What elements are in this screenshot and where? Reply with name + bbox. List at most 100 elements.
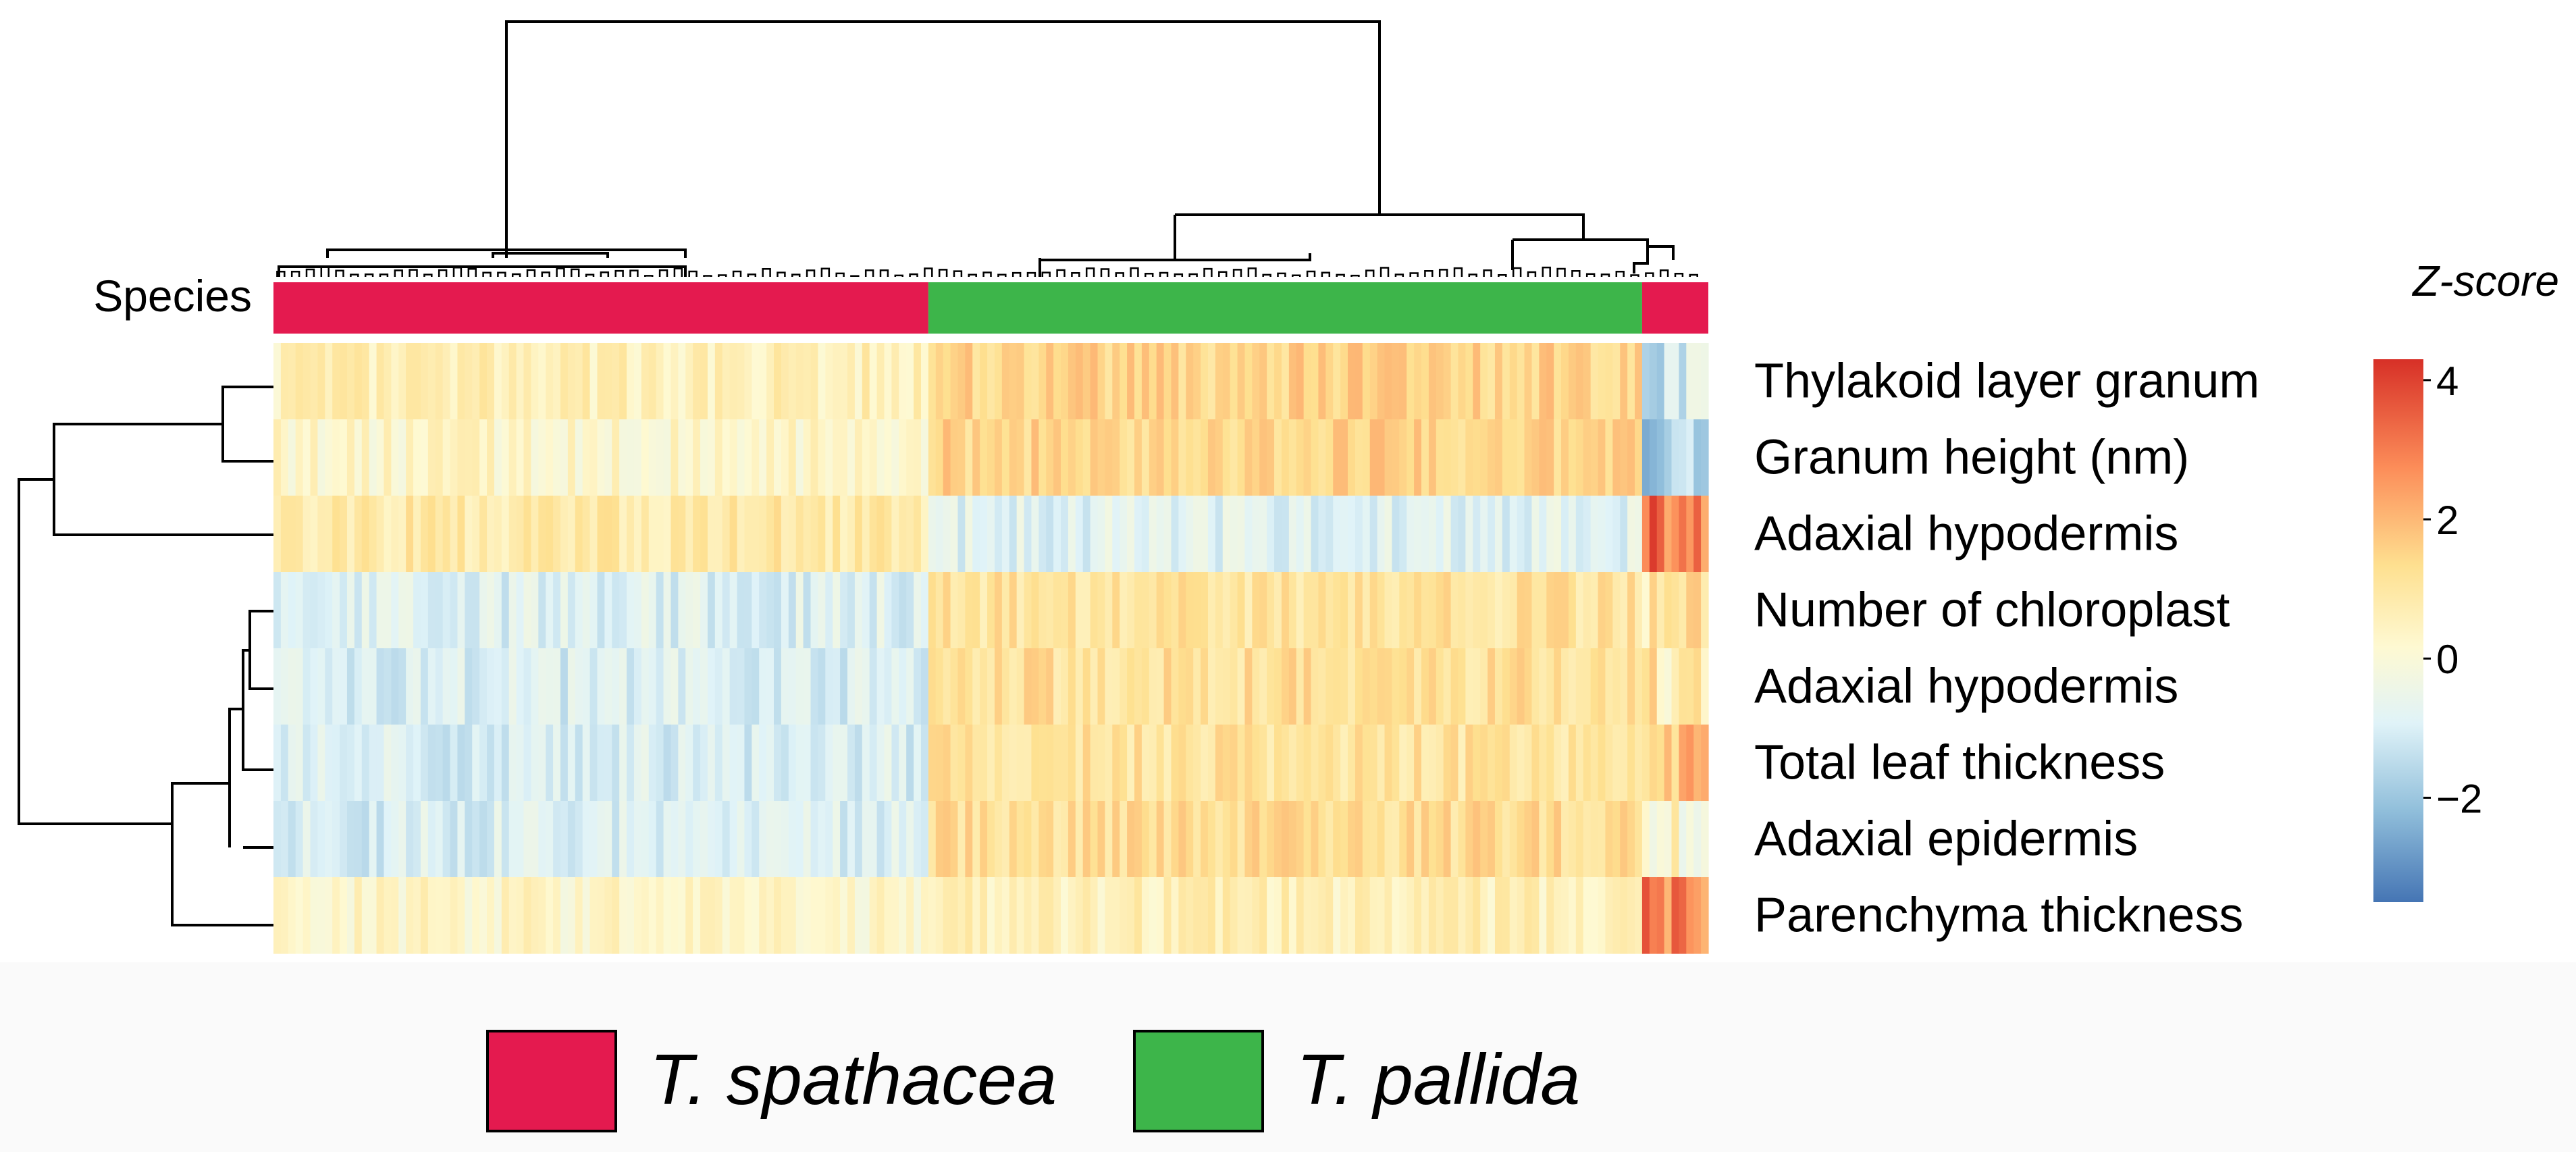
heatmap-cell [1296, 725, 1305, 802]
heatmap-cell [854, 572, 863, 649]
heatmap-cell [1568, 419, 1577, 496]
heatmap-cell [950, 877, 959, 954]
heatmap-cell [685, 801, 693, 878]
heatmap-cell [1001, 801, 1010, 878]
heatmap-cell [759, 648, 767, 725]
heatmap-cell [1384, 648, 1393, 725]
heatmap-cell [1502, 801, 1510, 878]
heatmap-cell [494, 877, 502, 954]
heatmap-cell [1333, 572, 1341, 649]
heatmap-cell [1575, 572, 1584, 649]
heatmap-cell [582, 877, 591, 954]
heatmap-cell [1215, 801, 1224, 878]
heatmap-cell [1627, 801, 1635, 878]
row-label: Parenchyma thickness [1754, 889, 2243, 943]
heatmap-cell [1693, 419, 1702, 496]
heatmap-cell [663, 877, 672, 954]
heatmap-cell [803, 725, 812, 802]
heatmap-cell [1355, 648, 1363, 725]
heatmap-cell [1488, 877, 1496, 954]
heatmap-cell [1340, 877, 1348, 954]
heatmap-cell [1207, 648, 1216, 725]
heatmap-cell [1362, 496, 1371, 573]
heatmap-cell [737, 725, 745, 802]
heatmap-cell [707, 801, 716, 878]
heatmap-cell [685, 725, 693, 802]
heatmap-cell [406, 648, 414, 725]
heatmap-cell [722, 725, 731, 802]
heatmap-cell [1524, 496, 1533, 573]
heatmap-cell [1016, 801, 1025, 878]
heatmap-cell [1288, 877, 1297, 954]
heatmap-cell [1318, 496, 1326, 573]
heatmap-cell [1024, 877, 1032, 954]
heatmap-cell [1494, 801, 1503, 878]
heatmap-cell [1201, 648, 1209, 725]
heatmap-cell [1605, 572, 1613, 649]
heatmap-cell [295, 343, 304, 420]
heatmap-cell [1701, 877, 1709, 954]
heatmap-cell [1186, 496, 1194, 573]
heatmap-cell [788, 419, 797, 496]
column-dendrogram [278, 20, 1675, 277]
heatmap-cell [332, 419, 340, 496]
heatmap-cell [538, 648, 546, 725]
heatmap-cell [899, 496, 907, 573]
heatmap-cell [472, 725, 480, 802]
heatmap-cell [516, 877, 525, 954]
heatmap-cell [1259, 496, 1267, 573]
heatmap-cell [450, 496, 458, 573]
heatmap-cell [1407, 877, 1415, 954]
heatmap-cell [744, 419, 752, 496]
heatmap-cell [619, 343, 627, 420]
heatmap-cell [987, 419, 995, 496]
heatmap-cell [567, 496, 576, 573]
heatmap-cell [1237, 877, 1246, 954]
row-label: Total leaf thickness [1754, 736, 2165, 790]
heatmap-cell [376, 648, 385, 725]
heatmap-cell [1061, 801, 1069, 878]
heatmap-cell [450, 343, 458, 420]
heatmap-cell [914, 801, 922, 878]
heatmap-cell [752, 343, 760, 420]
heatmap-cell [1377, 801, 1386, 878]
heatmap-cell [1068, 877, 1076, 954]
heatmap-cell [1436, 648, 1444, 725]
heatmap-cell [457, 801, 465, 878]
heatmap-cell [612, 801, 620, 878]
column-dendrogram-leaves [276, 266, 1698, 277]
heatmap-cell [714, 877, 723, 954]
heatmap-cell [1686, 343, 1694, 420]
heatmap-cell [1024, 801, 1032, 878]
heatmap-cell [1399, 801, 1407, 878]
heatmap-cell [398, 343, 406, 420]
heatmap-cell [648, 343, 657, 420]
heatmap-cell [346, 725, 355, 802]
heatmap-cell [546, 419, 554, 496]
heatmap-cell [1201, 419, 1209, 496]
heatmap-cell [766, 343, 774, 420]
heatmap-cell [317, 648, 325, 725]
heatmap-cell [1348, 725, 1356, 802]
heatmap-cell [737, 496, 745, 573]
heatmap-cell [325, 419, 333, 496]
heatmap-cell [795, 419, 804, 496]
heatmap-cell [1509, 648, 1518, 725]
heatmap-cell [1120, 496, 1128, 573]
heatmap-cell [1244, 496, 1253, 573]
heatmap-cell [303, 343, 311, 420]
heatmap-cell [1502, 343, 1510, 420]
heatmap-cell [759, 419, 767, 496]
heatmap-cell [1340, 419, 1348, 496]
heatmap-cell [774, 801, 782, 878]
heatmap-cell [1686, 419, 1694, 496]
heatmap-cell [1450, 801, 1459, 878]
heatmap-cell [1053, 419, 1061, 496]
heatmap-cell [413, 648, 421, 725]
heatmap-cell [1355, 725, 1363, 802]
heatmap-cell [604, 725, 612, 802]
heatmap-cell [553, 648, 561, 725]
heatmap-cell [1590, 572, 1599, 649]
heatmap-cell [1311, 419, 1319, 496]
heatmap-cell [589, 725, 598, 802]
